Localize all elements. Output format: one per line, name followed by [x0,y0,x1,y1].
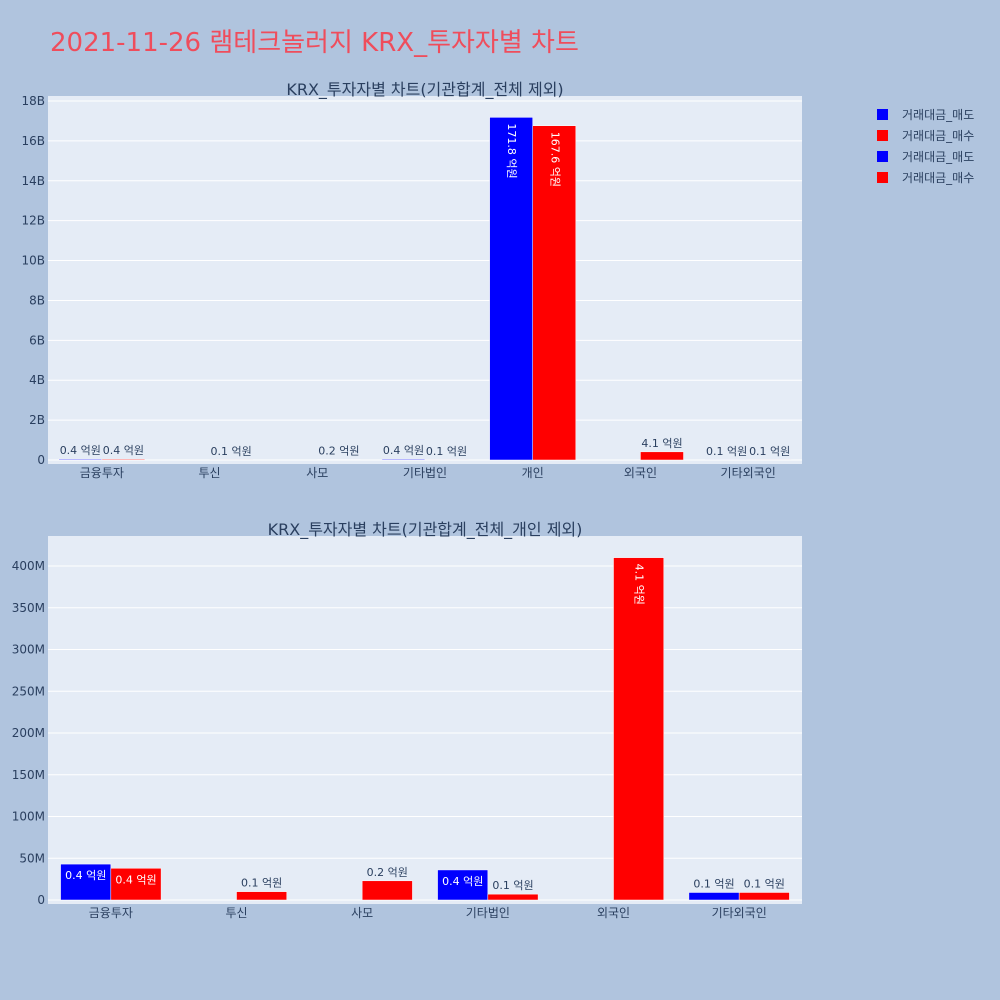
bar-label: 0.1 억원 [241,877,282,890]
legend-swatch [877,151,888,162]
x-tick-label: 외국인 [624,466,657,480]
y-tick-label: 50M [19,851,45,865]
legend-label: 거래대금_매도 [902,150,974,164]
bar [101,458,146,461]
x-tick-label: 사모 [351,906,373,920]
x-tick-label: 금융투자 [80,466,124,480]
x-tick-label: 기타외국인 [712,906,767,920]
x-tick-label: 투신 [225,906,247,920]
bar-label: 167.6 억원 [548,132,561,187]
y-tick-label: 6B [29,333,45,347]
y-tick-label: 8B [29,293,45,307]
y-tick-label: 18B [21,94,45,108]
chart-2: 0 50M 100M 150M 200M 250M 300M 350M 400M KRX_투자자별… [12,520,802,920]
y-tick-label: 10B [21,254,45,268]
bar [361,880,413,901]
x-tick-label: 개인 [522,466,544,480]
bar-label: 4.1 억원 [641,437,682,450]
bar-label: 0.1 억원 [426,445,467,458]
plot-area [48,96,802,464]
y-tick-label: 14B [21,174,45,188]
bar-label: 0.1 억원 [749,445,790,458]
chart-1: 0 2B 4B 6B 8B 10B 12B 14B 16B 18B KRX_투자자별 차트(기관합계… [21,80,802,480]
y-tick-label: 100M [12,810,45,824]
bar [110,868,162,901]
y-tick-label: 4B [29,373,45,387]
bar [688,892,740,901]
bar [613,557,665,901]
y-tick-label: 150M [12,768,45,782]
plot-area [48,536,802,904]
bar-label: 0.4 억원 [383,444,424,457]
y-tick-label: 400M [12,559,45,573]
bar-label: 4.1 억원 [633,564,646,605]
x-tick-label: 기타법인 [403,466,447,480]
bar-label: 0.2 억원 [367,866,408,879]
x-tick-label: 투신 [199,466,221,480]
bar [236,891,288,901]
page-title: 2021-11-26 램테크놀러지 KRX_투자자별 차트 [50,28,579,58]
chart-title: KRX_투자자별 차트(기관합계_전체 제외) [286,80,563,100]
x-tick-label: 사모 [306,466,328,480]
chart-title: KRX_투자자별 차트(기관합계_전체_개인 제외) [268,520,583,540]
x-tick-label: 기타외국인 [721,466,776,480]
bar [738,892,790,901]
y-tick-label: 350M [12,601,45,615]
bar-label: 0.1 억원 [492,879,533,892]
legend-swatch [877,109,888,120]
x-tick-label: 금융투자 [89,906,133,920]
legend-label: 거래대금_매수 [902,129,974,143]
legend-label: 거래대금_매도 [902,108,974,122]
bar-label: 0.1 억원 [706,445,747,458]
bar-label: 0.4 억원 [442,875,483,888]
bar [58,458,103,461]
x-tick-label: 외국인 [597,906,630,920]
legend-swatch [877,130,888,141]
bar-label: 0.1 억원 [210,445,251,458]
bar [487,893,539,901]
y-tick-label: 0 [37,893,45,907]
bar [60,863,112,901]
bar-label: 0.1 억원 [744,877,785,890]
y-tick-label: 200M [12,726,45,740]
legend-swatch [877,172,888,183]
y-tick-label: 2B [29,413,45,427]
y-tick-label: 16B [21,134,45,148]
bar-label: 0.2 억원 [318,445,359,458]
bar [489,117,533,461]
bar [640,451,684,461]
legend-label: 거래대금_매수 [902,171,974,185]
bar [532,125,577,461]
bar-label: 0.4 억원 [65,869,106,882]
y-tick-label: 300M [12,643,45,657]
bar [437,869,489,901]
bar-label: 0.1 억원 [693,877,734,890]
bar [381,458,426,461]
bar-label: 0.4 억원 [60,444,101,457]
bar-label: 171.8 억원 [505,123,518,178]
y-tick-label: 250M [12,684,45,698]
x-tick-label: 기타법인 [466,906,510,920]
bar-label: 0.4 억원 [103,444,144,457]
bar-label: 0.4 억원 [115,873,156,886]
y-tick-label: 0 [37,453,45,467]
y-tick-label: 12B [21,214,45,228]
